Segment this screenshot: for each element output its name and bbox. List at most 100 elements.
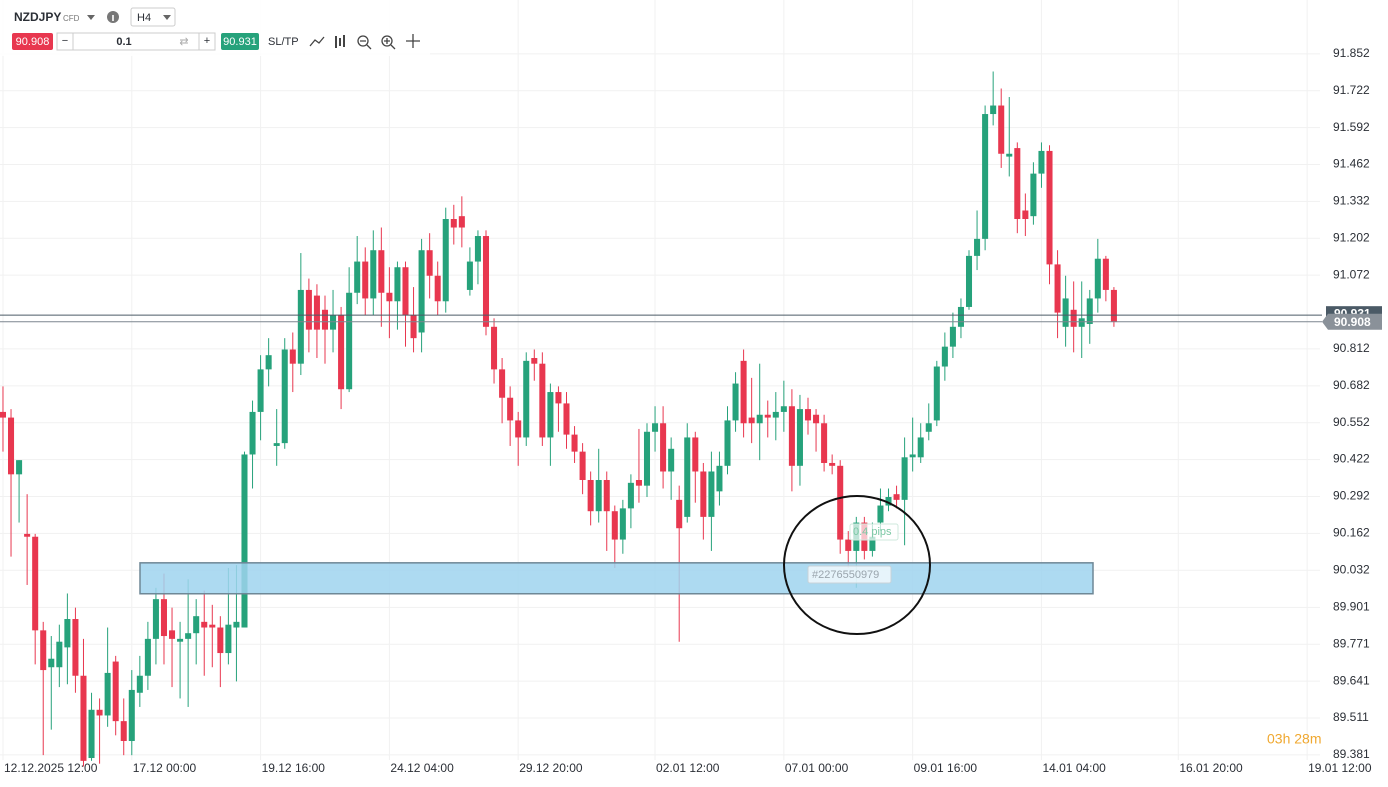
candle-body: [458, 216, 465, 228]
candle-body: [193, 616, 200, 634]
pips-tag: [849, 523, 899, 541]
candle-body: [378, 250, 385, 293]
candle-body: [813, 414, 820, 424]
candle-body: [177, 638, 184, 642]
candle-body: [56, 641, 63, 668]
candle-body: [160, 599, 168, 637]
candle-body: [209, 624, 216, 628]
candle-body: [1102, 258, 1109, 290]
zoom-in[interactable]: [381, 35, 393, 47]
candle-body: [394, 267, 401, 302]
y-tick-label: 90.162: [1333, 526, 1370, 540]
candle-body: [716, 465, 723, 492]
y-tick-label: 91.722: [1333, 83, 1370, 97]
zoom-out[interactable]: [357, 35, 369, 47]
support-zone: [139, 562, 1094, 595]
candle-body: [949, 326, 956, 347]
zoom-out-glyph: [360, 40, 372, 50]
candle-body: [72, 619, 79, 676]
candle-body: [1030, 173, 1037, 217]
plus[interactable]: +: [204, 35, 210, 47]
candle-body: [16, 460, 23, 475]
candle-body: [1078, 318, 1085, 327]
candle-body: [1070, 309, 1077, 327]
bid-label-bg: [1322, 313, 1382, 330]
candle-body: [233, 621, 240, 628]
candle-body: [998, 105, 1005, 154]
y-tick-label: 89.771: [1333, 636, 1370, 650]
candle-body: [909, 454, 916, 458]
candle-body: [925, 423, 932, 432]
candle-body: [901, 457, 908, 500]
candle-body: [434, 275, 441, 302]
x-tick-label: 09.01 16:00: [914, 761, 978, 775]
candle-body: [515, 420, 522, 438]
y-tick-label: 91.852: [1333, 46, 1370, 60]
candle-body: [692, 437, 699, 472]
timeframe-caret: [163, 15, 171, 20]
zoom-in-glyph: [384, 38, 396, 50]
swap-icon[interactable]: ⇄: [179, 36, 188, 48]
candle-body: [627, 482, 634, 509]
candle-body: [635, 480, 642, 486]
pips-label: 0.4 pips: [853, 526, 892, 538]
y-tick-label: 90.422: [1333, 452, 1370, 466]
symbol[interactable]: NZDJPY: [14, 10, 61, 24]
candle-body: [136, 675, 143, 693]
candle-body: [96, 709, 103, 716]
candle-body: [772, 411, 779, 418]
candle-body: [845, 539, 852, 551]
candle-body: [281, 349, 288, 444]
axis: 91.852 91.722 91.592 91.462 91.332 91.202 91.0…: [4, 46, 1382, 775]
candle-body: [40, 630, 47, 671]
line-tool[interactable]: [309, 36, 325, 47]
candle-body: [217, 627, 224, 654]
candle-body: [684, 437, 691, 517]
candle-body: [466, 261, 473, 290]
candle-body: [346, 292, 353, 390]
lot-input[interactable]: [56, 32, 216, 51]
candle-body: [611, 511, 618, 540]
candle-body: [265, 355, 272, 370]
toolbar: NZDJPY CFD H4 90.908 − 0.1 ⇄ + 90.931 SL…: [0, 0, 430, 56]
candle-body: [1046, 150, 1053, 265]
candle-body: [1006, 153, 1013, 157]
candle-body: [829, 462, 836, 466]
x-tick-label: 24.12 04:00: [390, 761, 454, 775]
candle-body: [144, 638, 151, 676]
timeframe-select[interactable]: [130, 7, 176, 27]
candle-body: [169, 630, 176, 639]
kind: CFD: [63, 14, 80, 23]
x-tick-label: 19.12 16:00: [262, 761, 326, 775]
sltp[interactable]: SL/TP: [268, 36, 299, 48]
candle-body: [1094, 258, 1101, 299]
symbol-dropdown[interactable]: [87, 15, 95, 20]
candle-body: [386, 292, 393, 302]
grid: [0, 0, 1320, 760]
candle-body: [249, 411, 256, 455]
order-label: #2276550979: [812, 569, 879, 581]
minus[interactable]: −: [62, 35, 68, 47]
candle-body: [652, 423, 659, 432]
sell-button[interactable]: [12, 33, 53, 50]
candle-body: [225, 624, 232, 654]
candle-body: [619, 508, 626, 540]
candle-body: [756, 414, 763, 424]
candle-body: [700, 471, 707, 517]
candle-tool[interactable]: [335, 35, 345, 48]
x-tick-label: 02.01 12:00: [656, 761, 720, 775]
buy-button[interactable]: [221, 33, 259, 50]
candle-body: [402, 267, 409, 316]
highlight-circle: [783, 495, 931, 635]
candle-body: [740, 360, 747, 424]
candle-body: [201, 621, 208, 628]
candle-body: [676, 499, 683, 529]
move-tool[interactable]: [406, 34, 420, 48]
candle-body: [965, 255, 973, 307]
candle-body: [917, 437, 924, 458]
x-tick-label: 16.01 20:00: [1179, 761, 1243, 775]
candle-body: [370, 250, 377, 299]
candle-body: [780, 406, 787, 412]
y-tick-label: 91.332: [1333, 194, 1370, 208]
candle-body: [933, 366, 940, 421]
